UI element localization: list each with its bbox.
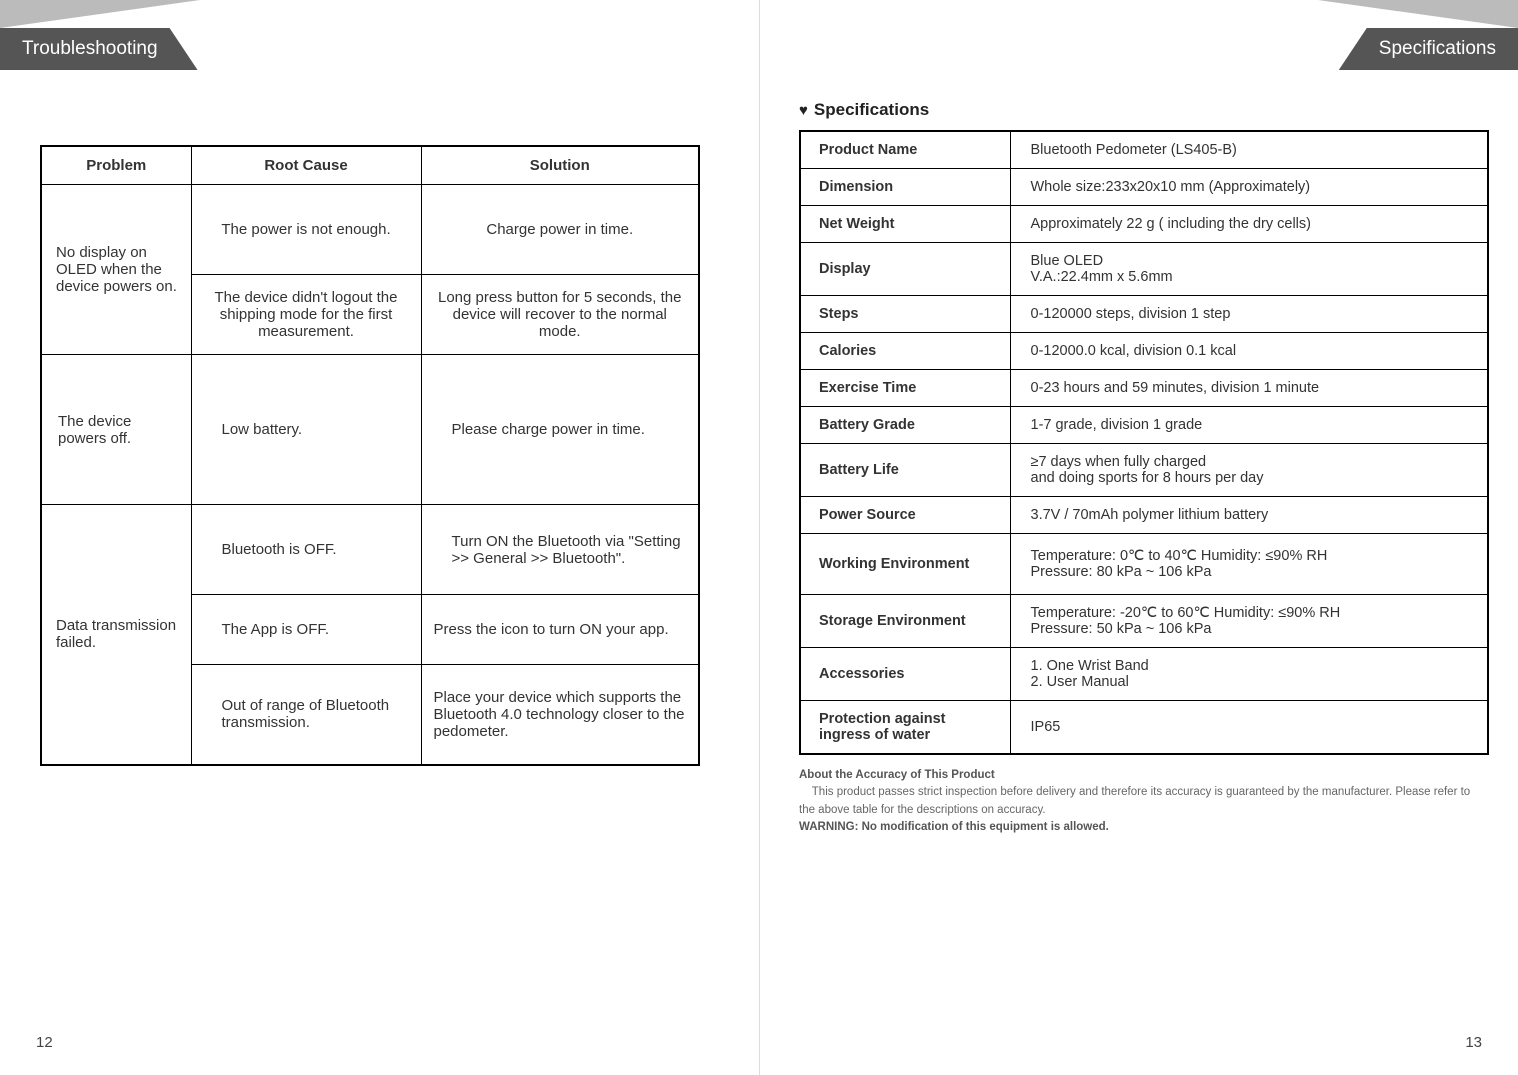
- troubleshooting-tab: Troubleshooting: [0, 28, 198, 70]
- spec-value: IP65: [1010, 701, 1488, 755]
- spec-label: Exercise Time: [800, 370, 1010, 407]
- footnote: About the Accuracy of This Product This …: [799, 767, 1489, 836]
- spec-label: Product Name: [800, 131, 1010, 169]
- spec-value: 1. One Wrist Band 2. User Manual: [1010, 648, 1488, 701]
- col-solution: Solution: [421, 146, 699, 185]
- spec-label: Dimension: [800, 169, 1010, 206]
- page-divider: [759, 0, 760, 1075]
- table-row: No display on OLED when the device power…: [41, 185, 699, 275]
- two-page-spread: Troubleshooting Problem Root Cause Solut…: [0, 0, 1518, 1075]
- spec-value: Temperature: -20℃ to 60℃ Humidity: ≤90% …: [1010, 595, 1488, 648]
- cause-cell: Bluetooth is OFF.: [191, 505, 421, 595]
- spec-label: Power Source: [800, 497, 1010, 534]
- table-row: The device powers off. Low battery. Plea…: [41, 355, 699, 505]
- col-root-cause: Root Cause: [191, 146, 421, 185]
- problem-cell: Data transmission failed.: [41, 505, 191, 765]
- cause-cell: The power is not enough.: [191, 185, 421, 275]
- specifications-tab: Specifications: [1339, 28, 1518, 70]
- spec-row: DimensionWhole size:233x20x10 mm (Approx…: [800, 169, 1488, 206]
- spec-label: Protection against ingress of water: [800, 701, 1010, 755]
- spec-row: Net WeightApproximately 22 g ( including…: [800, 206, 1488, 243]
- tab-right-label: Specifications: [1379, 38, 1496, 60]
- spec-value: ≥7 days when fully charged and doing spo…: [1010, 444, 1488, 497]
- spec-label: Working Environment: [800, 534, 1010, 595]
- corner-decoration: [0, 0, 200, 28]
- footnote-line-2: This product passes strict inspection be…: [799, 784, 1489, 819]
- solution-cell: Place your device which supports the Blu…: [421, 665, 699, 765]
- spec-row: Steps 0-120000 steps, division 1 step: [800, 296, 1488, 333]
- footnote-line-3: WARNING: No modification of this equipme…: [799, 819, 1489, 836]
- spec-row: Product NameBluetooth Pedometer (LS405-B…: [800, 131, 1488, 169]
- spec-value: 0-12000.0 kcal, division 0.1 kcal: [1010, 333, 1488, 370]
- cause-cell: The App is OFF.: [191, 595, 421, 665]
- spec-value: 0-23 hours and 59 minutes, division 1 mi…: [1010, 370, 1488, 407]
- spec-row: Storage EnvironmentTemperature: -20℃ to …: [800, 595, 1488, 648]
- tab-left-label: Troubleshooting: [22, 38, 158, 60]
- spec-row: Calories0-12000.0 kcal, division 0.1 kca…: [800, 333, 1488, 370]
- spec-row: DisplayBlue OLED V.A.:22.4mm x 5.6mm: [800, 243, 1488, 296]
- page-number-right: 13: [1465, 1034, 1482, 1051]
- spec-value: Temperature: 0℃ to 40℃ Humidity: ≤90% RH…: [1010, 534, 1488, 595]
- spec-row: Accessories1. One Wrist Band 2. User Man…: [800, 648, 1488, 701]
- spec-label: Battery Grade: [800, 407, 1010, 444]
- cause-cell: Out of range of Bluetooth transmission.: [191, 665, 421, 765]
- specifications-heading: ♥ Specifications: [799, 100, 1478, 120]
- spec-value: Approximately 22 g ( including the dry c…: [1010, 206, 1488, 243]
- corner-decoration: [1318, 0, 1518, 28]
- spec-value: Whole size:233x20x10 mm (Approximately): [1010, 169, 1488, 206]
- troubleshooting-table: Problem Root Cause Solution No display o…: [40, 145, 700, 766]
- spec-row: Protection against ingress of waterIP65: [800, 701, 1488, 755]
- spec-row: Working EnvironmentTemperature: 0℃ to 40…: [800, 534, 1488, 595]
- problem-cell: The device powers off.: [41, 355, 191, 505]
- spec-label: Accessories: [800, 648, 1010, 701]
- cause-cell: The device didn't logout the shipping mo…: [191, 275, 421, 355]
- col-problem: Problem: [41, 146, 191, 185]
- spec-label: Steps: [800, 296, 1010, 333]
- spec-row: Battery Grade1-7 grade, division 1 grade: [800, 407, 1488, 444]
- page-number-left: 12: [36, 1034, 53, 1051]
- solution-cell: Long press button for 5 seconds, the dev…: [421, 275, 699, 355]
- spec-row: Battery Life≥7 days when fully charged a…: [800, 444, 1488, 497]
- table-row: Data transmission failed. Bluetooth is O…: [41, 505, 699, 595]
- spec-label: Display: [800, 243, 1010, 296]
- solution-cell: Charge power in time.: [421, 185, 699, 275]
- solution-cell: Please charge power in time.: [421, 355, 699, 505]
- spec-value: Bluetooth Pedometer (LS405-B): [1010, 131, 1488, 169]
- solution-cell: Turn ON the Bluetooth via "Setting >> Ge…: [421, 505, 699, 595]
- spec-value: 1-7 grade, division 1 grade: [1010, 407, 1488, 444]
- page-right: Specifications ♥ Specifications Product …: [759, 0, 1518, 1075]
- solution-cell: Press the icon to turn ON your app.: [421, 595, 699, 665]
- page-left: Troubleshooting Problem Root Cause Solut…: [0, 0, 759, 1075]
- spec-value: 3.7V / 70mAh polymer lithium battery: [1010, 497, 1488, 534]
- spec-value: Blue OLED V.A.:22.4mm x 5.6mm: [1010, 243, 1488, 296]
- spec-value: 0-120000 steps, division 1 step: [1010, 296, 1488, 333]
- spec-row: Exercise Time0-23 hours and 59 minutes, …: [800, 370, 1488, 407]
- spec-heading-text: Specifications: [814, 100, 929, 120]
- footnote-line-1: About the Accuracy of This Product: [799, 767, 1489, 784]
- spec-label: Storage Environment: [800, 595, 1010, 648]
- table-header-row: Problem Root Cause Solution: [41, 146, 699, 185]
- heart-icon: ♥: [799, 102, 808, 119]
- cause-cell: Low battery.: [191, 355, 421, 505]
- spec-row: Power Source3.7V / 70mAh polymer lithium…: [800, 497, 1488, 534]
- spec-label: Calories: [800, 333, 1010, 370]
- spec-label: Net Weight: [800, 206, 1010, 243]
- spec-label: Battery Life: [800, 444, 1010, 497]
- specifications-table: Product NameBluetooth Pedometer (LS405-B…: [799, 130, 1489, 755]
- problem-cell: No display on OLED when the device power…: [41, 185, 191, 355]
